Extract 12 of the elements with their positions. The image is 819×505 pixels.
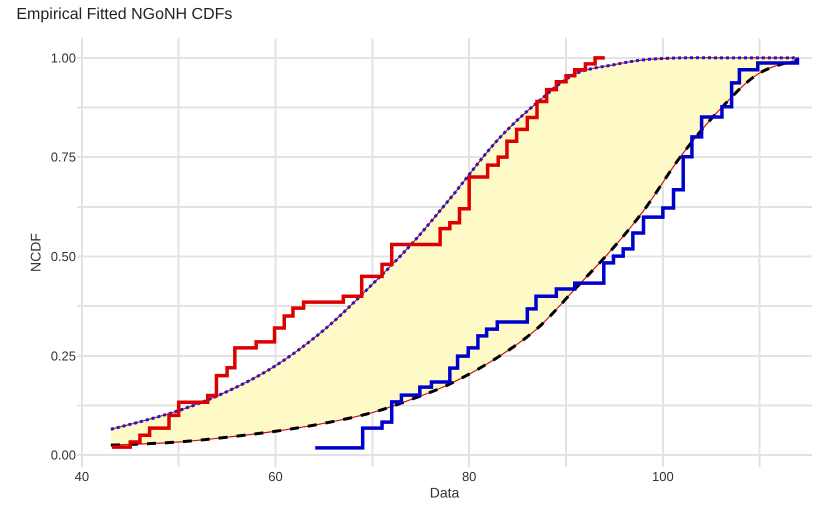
x-axis-title: Data	[430, 484, 460, 500]
x-tick-label: 60	[268, 469, 283, 484]
y-tick-label: 0.75	[50, 150, 76, 165]
y-tick-label: 0.25	[50, 348, 76, 364]
y-tick-label: 0.50	[50, 249, 76, 264]
x-tick-label: 80	[462, 469, 476, 484]
y-tick-label: 1.00	[50, 50, 76, 66]
y-axis-title: NCDF	[27, 233, 44, 272]
y-tick-label: 0.00	[50, 448, 76, 463]
chart-title: Empirical Fitted NGoNH CDFs	[16, 6, 232, 23]
x-tick-label: 40	[74, 469, 90, 484]
x-tick-label: 100	[652, 469, 674, 484]
